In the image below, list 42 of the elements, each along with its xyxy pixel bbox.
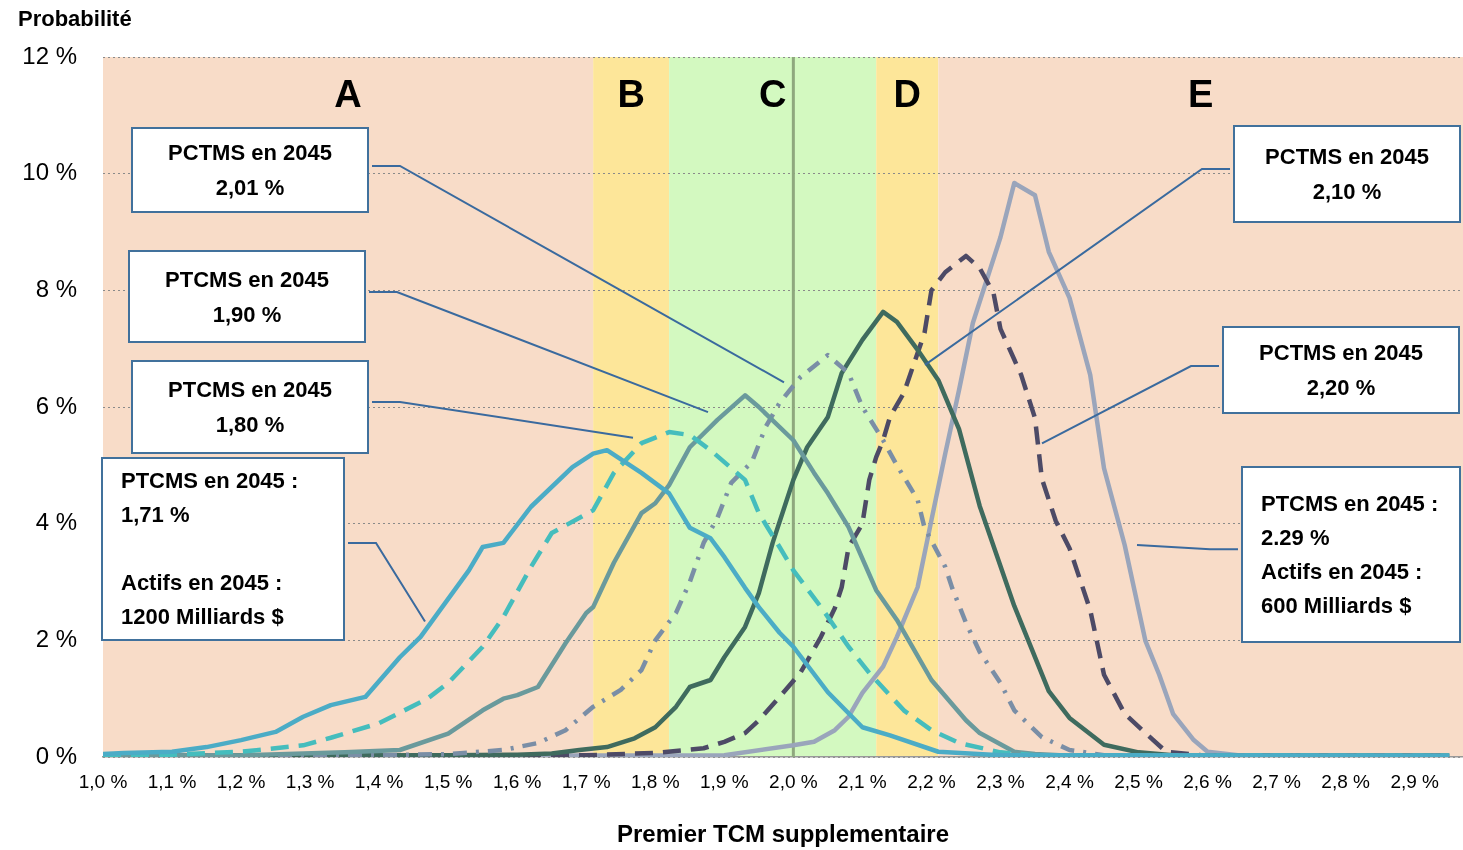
x-tick-label: 2,5 %: [1114, 770, 1163, 792]
x-tick-label: 2,3 %: [976, 770, 1025, 792]
band-label: C: [758, 73, 787, 116]
x-tick-label: 1,6 %: [492, 770, 542, 792]
x-tick-label: 1,2 %: [216, 770, 266, 792]
x-tick-label: 2,6 %: [1183, 770, 1232, 792]
callout-box: PTCMS en 2045 1,80 %: [131, 360, 635, 454]
annotation: PCTMS en 2045 2,01 %: [131, 127, 369, 213]
x-tick-label: 2,4 %: [1045, 770, 1094, 792]
x-tick-label: 2,1 %: [838, 770, 887, 792]
x-tick-label: 1,5 %: [423, 770, 473, 792]
x-tick-label: 2,9 %: [1390, 770, 1440, 792]
x-tick-label: 1,3 %: [285, 770, 335, 792]
annotation: PCTMS en 2045 2,20 %: [1222, 326, 1460, 414]
annotation: PTCMS en 2045 1,90 %: [128, 250, 366, 343]
y-axis-title: Probabilité: [18, 6, 132, 32]
x-axis-title: Premier TCM supplementaire: [616, 820, 950, 848]
y-tick-label: 4 %: [35, 508, 77, 536]
x-tick-label: 1,8 %: [630, 770, 680, 792]
y-tick-label: 8 %: [35, 274, 77, 302]
y-tick-label: 12 %: [22, 41, 77, 69]
x-tick-label: 1,7 %: [561, 770, 611, 792]
callout-box: PCTMS en 2045 2,20 %: [1040, 326, 1460, 445]
x-tick-label: 1,9 %: [700, 770, 749, 792]
annotation: PTCMS en 2045 : 2.29 % Actifs en 2045 : 600 Milliards $: [1241, 466, 1461, 643]
x-tick-label: 2,0 %: [769, 770, 818, 792]
x-tick-label: 1,4 %: [354, 770, 404, 792]
band-label: D: [893, 73, 921, 116]
annotation: PCTMS en 2045 2,10 %: [1233, 125, 1461, 223]
y-tick-label: 10 %: [22, 158, 77, 186]
y-tick-label: 0 %: [35, 741, 77, 769]
band-label: E: [1187, 73, 1214, 116]
x-tick-label: 1,0 %: [78, 770, 128, 792]
x-tick-label: 2,7 %: [1252, 770, 1301, 792]
band-label: B: [617, 73, 645, 116]
band-label: A: [334, 73, 362, 116]
annotation: PTCMS en 2045 1,80 %: [131, 360, 369, 454]
x-tick-label: 2,2 %: [907, 770, 956, 792]
y-tick-label: 2 %: [35, 624, 77, 652]
x-tick-label: 1,1 %: [147, 770, 197, 792]
x-tick-label: 2,8 %: [1321, 770, 1371, 792]
y-tick-label: 6 %: [35, 391, 77, 419]
